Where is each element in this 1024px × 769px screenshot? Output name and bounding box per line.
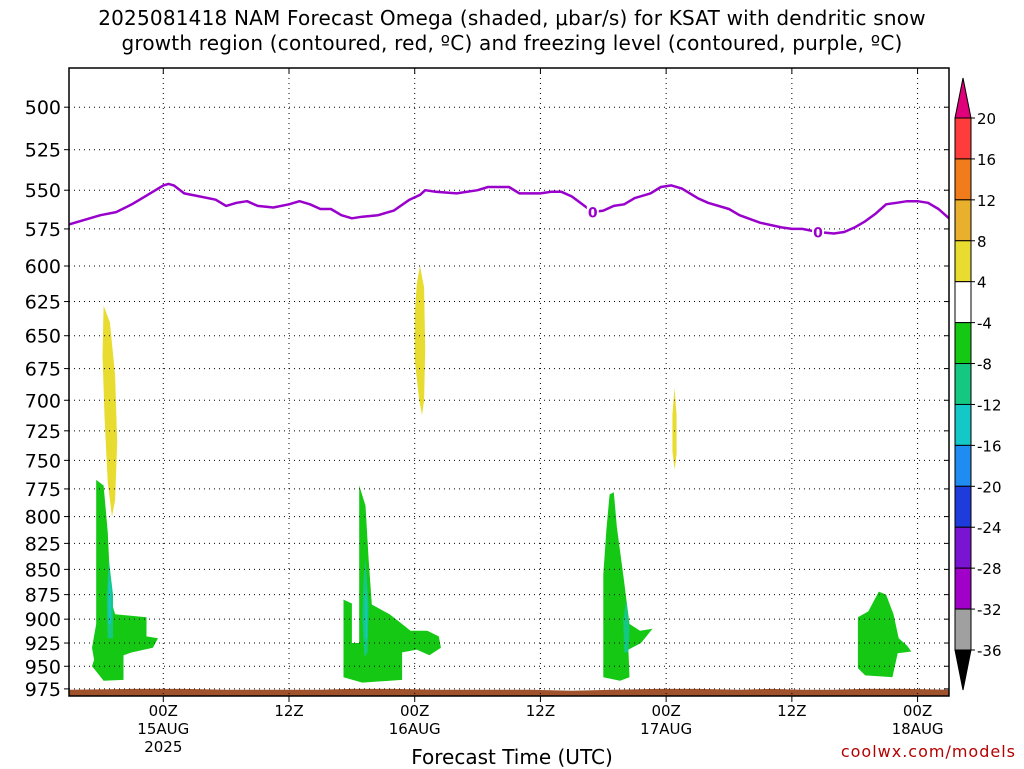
plot-content: 00	[69, 68, 949, 696]
x-tick-label-2: 00Z	[400, 702, 429, 720]
omega-region-0	[102, 305, 118, 517]
colorbar: 20 16 12 8 4 -4 -8 -12 -16 -20 -24 -28 -32 -36	[954, 77, 1002, 691]
x-tick-date-4: 17AUG	[640, 720, 692, 738]
y-tick-label-825: 825	[25, 533, 61, 555]
y-tick-label-525: 525	[25, 140, 61, 162]
x-tick-label-3: 12Z	[526, 702, 555, 720]
colorbar-label-2: 12	[977, 192, 996, 210]
omega-region-10	[108, 574, 111, 624]
y-tick-label-625: 625	[25, 292, 61, 314]
colorbar-label-0: 20	[977, 110, 996, 128]
colorbar-bin-10	[954, 526, 972, 569]
x-tick-date-2: 16AUG	[389, 720, 441, 738]
x-tick-date-6: 18AUG	[892, 720, 944, 738]
surface-terrain	[69, 688, 949, 696]
y-tick-label-700: 700	[25, 390, 61, 412]
freezing-level-label-0: 0	[588, 206, 598, 222]
x-tick-year-0: 2025	[144, 738, 182, 756]
y-tick-label-550: 550	[25, 180, 61, 202]
omega-region-5	[603, 492, 653, 681]
plot-frame	[68, 67, 950, 697]
x-tick-label-0: 00Z	[149, 702, 178, 720]
colorbar-label-6: -8	[977, 356, 992, 374]
colorbar-bin-4	[954, 281, 972, 324]
colorbar-label-10: -24	[977, 519, 1002, 537]
omega-region-8	[362, 559, 369, 657]
colorbar-bin-0	[954, 117, 972, 160]
colorbar-top-arrow	[954, 77, 972, 119]
y-tick-label-975: 975	[25, 679, 61, 701]
y-tick-label-950: 950	[25, 656, 61, 678]
chart-title-line2: growth region (contoured, red, ºC) and f…	[121, 31, 903, 55]
y-tick-label-800: 800	[25, 507, 61, 529]
x-tick-label-6: 00Z	[903, 702, 932, 720]
chart-title-line1: 2025081418 NAM Forecast Omega (shaded, μ…	[98, 6, 926, 30]
y-tick-label-650: 650	[25, 326, 61, 348]
freezing-level-label-bg-1	[812, 223, 825, 240]
colorbar-bin-6	[954, 363, 972, 405]
x-tick-date-0: 15AUG	[137, 720, 189, 738]
x-tick-label-4: 00Z	[651, 702, 680, 720]
colorbar-bin-8	[954, 444, 972, 487]
colorbar-bin-9	[954, 485, 972, 528]
y-tick-label-725: 725	[25, 421, 61, 443]
y-tick-label-925: 925	[25, 633, 61, 655]
omega-region-9	[623, 599, 630, 653]
colorbar-bin-7	[954, 403, 972, 446]
colorbar-label-4: 4	[977, 274, 987, 292]
colorbar-label-5: -4	[977, 315, 992, 333]
colorbar-bottom-arrow	[954, 649, 972, 691]
y-tick-label-500: 500	[25, 97, 61, 119]
omega-region-1	[414, 266, 426, 416]
colorbar-bin-1	[954, 158, 972, 201]
y-tick-label-875: 875	[25, 585, 61, 607]
colorbar-bin-11	[954, 567, 972, 610]
colorbar-label-8: -16	[977, 437, 1002, 455]
y-tick-label-850: 850	[25, 559, 61, 581]
plot-area: 00	[69, 68, 949, 696]
colorbar-label-1: 16	[977, 151, 996, 169]
y-tick-label-775: 775	[25, 479, 61, 501]
y-tick-label-900: 900	[25, 609, 61, 631]
y-tick-label-575: 575	[25, 219, 61, 241]
colorbar-bin-5	[954, 322, 972, 365]
colorbar-bin-2	[954, 199, 972, 242]
chart-title: 2025081418 NAM Forecast Omega (shaded, μ…	[0, 6, 1024, 56]
credit-link[interactable]: coolwx.com/models	[840, 742, 1016, 761]
y-tick-label-600: 600	[25, 256, 61, 278]
x-tick-label-5: 12Z	[777, 702, 806, 720]
y-tick-label-675: 675	[25, 359, 61, 381]
colorbar-label-9: -20	[977, 478, 1002, 496]
x-tick-label-1: 12Z	[274, 702, 303, 720]
colorbar-label-7: -12	[977, 396, 1002, 414]
x-axis-label: Forecast Time (UTC)	[411, 745, 613, 769]
omega-region-4	[343, 485, 441, 683]
y-tick-label-750: 750	[25, 450, 61, 472]
colorbar-bin-3	[954, 240, 972, 283]
colorbar-bin-12	[954, 608, 972, 651]
omega-region-6	[857, 591, 912, 678]
omega-region-11	[365, 589, 367, 639]
omega-region-3	[92, 479, 158, 681]
omega-region-2	[672, 387, 677, 470]
colorbar-label-13: -36	[977, 642, 1002, 660]
freezing-level-label-bg-0	[586, 204, 599, 221]
colorbar-label-3: 8	[977, 233, 987, 251]
colorbar-label-12: -32	[977, 601, 1002, 619]
freezing-level-label-1: 0	[813, 225, 823, 241]
axes: 500 525 550 575 600 625 650 675 700 725 750 775 800 8…	[25, 67, 950, 756]
colorbar-label-11: -28	[977, 560, 1002, 578]
